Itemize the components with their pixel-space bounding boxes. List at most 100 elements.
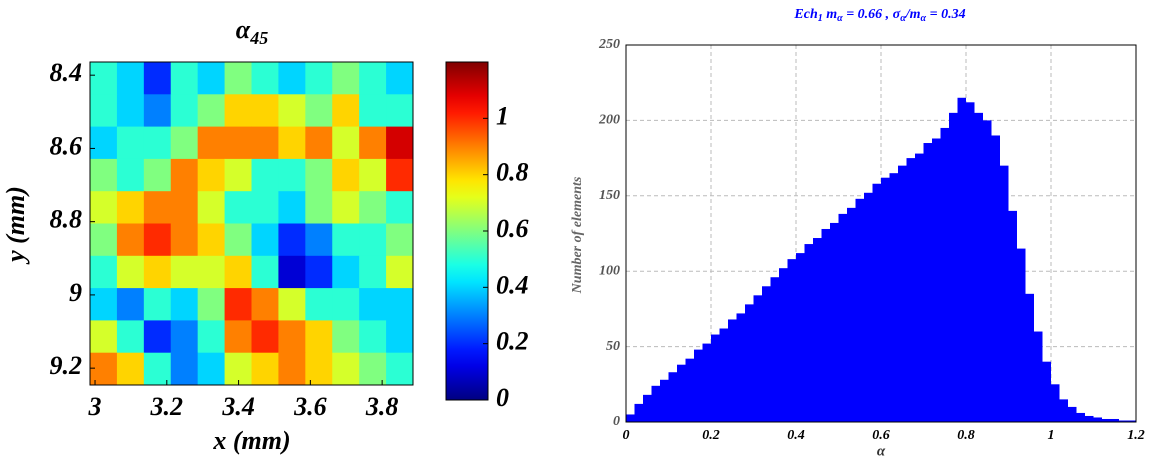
heat-cell (90, 62, 118, 95)
x-tick-label: 0 (623, 428, 630, 443)
heat-cell (90, 255, 118, 289)
heat-cell (197, 126, 226, 160)
heat-cell (386, 62, 414, 95)
heat-cell (305, 352, 333, 386)
heat-cell (143, 158, 172, 192)
hist-bar (1085, 415, 1094, 422)
hist-bar (1110, 418, 1119, 422)
x-tick-label: 3.8 (365, 392, 399, 421)
heat-cell (278, 158, 306, 192)
colorbar-tick-label: 0.4 (496, 270, 529, 299)
hist-bar (830, 222, 839, 422)
heat-cell (224, 288, 252, 321)
x-tick-label: 1 (1048, 428, 1055, 443)
heat-cell (278, 94, 306, 128)
heat-cell (90, 126, 118, 160)
heat-cell (278, 288, 306, 321)
hist-bar (949, 112, 958, 423)
heat-cell (116, 223, 145, 257)
heat-cell (224, 320, 252, 354)
heat-cell (251, 255, 279, 289)
hist-bar (821, 228, 830, 422)
hist-bar (855, 198, 864, 422)
x-tick-label: 3.2 (150, 392, 184, 421)
hist-bar (711, 334, 720, 422)
heat-cell (386, 352, 414, 386)
heat-cell (143, 223, 172, 257)
heat-cell (386, 191, 414, 224)
heat-cell (90, 223, 118, 257)
heat-cell (359, 126, 387, 160)
title-part: = 0.66 , σ (843, 7, 901, 22)
title-part: m (823, 7, 838, 22)
heat-cell (251, 223, 279, 257)
x-tick-label: 3 (88, 392, 102, 421)
heat-cell (143, 320, 172, 354)
hist-bar (762, 286, 771, 422)
heat-cell (386, 288, 414, 321)
hist-bar (668, 372, 677, 422)
y-tick-label: 9.2 (50, 351, 83, 380)
heat-cell (305, 255, 333, 289)
y-tick-label: 50 (606, 339, 620, 354)
hist-bar (906, 158, 915, 422)
y-label: Number of elements (570, 176, 585, 294)
heat-cell (251, 126, 279, 160)
hist-bar (940, 127, 949, 422)
heat-cell (332, 191, 360, 224)
heat-cell (359, 255, 387, 289)
heat-cell (386, 158, 414, 192)
heat-cell (305, 158, 333, 192)
hist-bar (957, 97, 966, 422)
title-part: Ech (793, 7, 818, 22)
hist-bar (889, 173, 898, 422)
heat-cell (197, 94, 226, 128)
heat-cell (116, 352, 145, 386)
heat-cell (332, 320, 360, 354)
hist-title: Ech1 mα = 0.66 , σα/mα = 0.34 (793, 7, 965, 24)
heat-cell (278, 352, 306, 386)
hist-bar (702, 343, 711, 422)
heat-cell (251, 320, 279, 354)
hist-bar (966, 102, 975, 422)
heat-cell (278, 255, 306, 289)
heat-cell (197, 223, 226, 257)
hist-bar (872, 183, 881, 422)
colorbar (445, 61, 489, 401)
hist-bar (838, 213, 847, 422)
heat-cell (116, 191, 145, 224)
y-tick-label: 8.6 (50, 131, 83, 160)
hist-bar (1127, 420, 1136, 422)
heat-cell (305, 94, 333, 128)
heat-cell (224, 255, 252, 289)
heat-cell (143, 94, 172, 128)
hist-bar (770, 277, 779, 422)
heat-cell (116, 62, 145, 95)
hist-bar (974, 112, 983, 423)
heat-cell (251, 158, 279, 192)
heat-cell (251, 62, 279, 95)
heat-cell (170, 352, 199, 386)
heat-cell (332, 288, 360, 321)
heat-cell (143, 255, 172, 289)
hist-bar (651, 385, 660, 422)
hist-bar (1008, 210, 1017, 422)
heat-cell (332, 126, 360, 160)
heat-cell (90, 320, 118, 354)
heat-cell (224, 62, 252, 95)
hist-bar (804, 244, 813, 422)
x-tick-label: 3.6 (293, 392, 327, 421)
heat-cell (224, 94, 252, 128)
title-sub: α (921, 13, 927, 24)
heat-cell (197, 191, 226, 224)
heat-cell (278, 62, 306, 95)
heat-cell (90, 288, 118, 321)
heat-cell (332, 94, 360, 128)
heat-cell (143, 62, 172, 95)
hist-bar (753, 295, 762, 422)
heat-cell (251, 94, 279, 128)
heat-cell (305, 288, 333, 321)
plot-frame (625, 44, 1137, 423)
x-tick-label: 0.2 (702, 428, 720, 443)
